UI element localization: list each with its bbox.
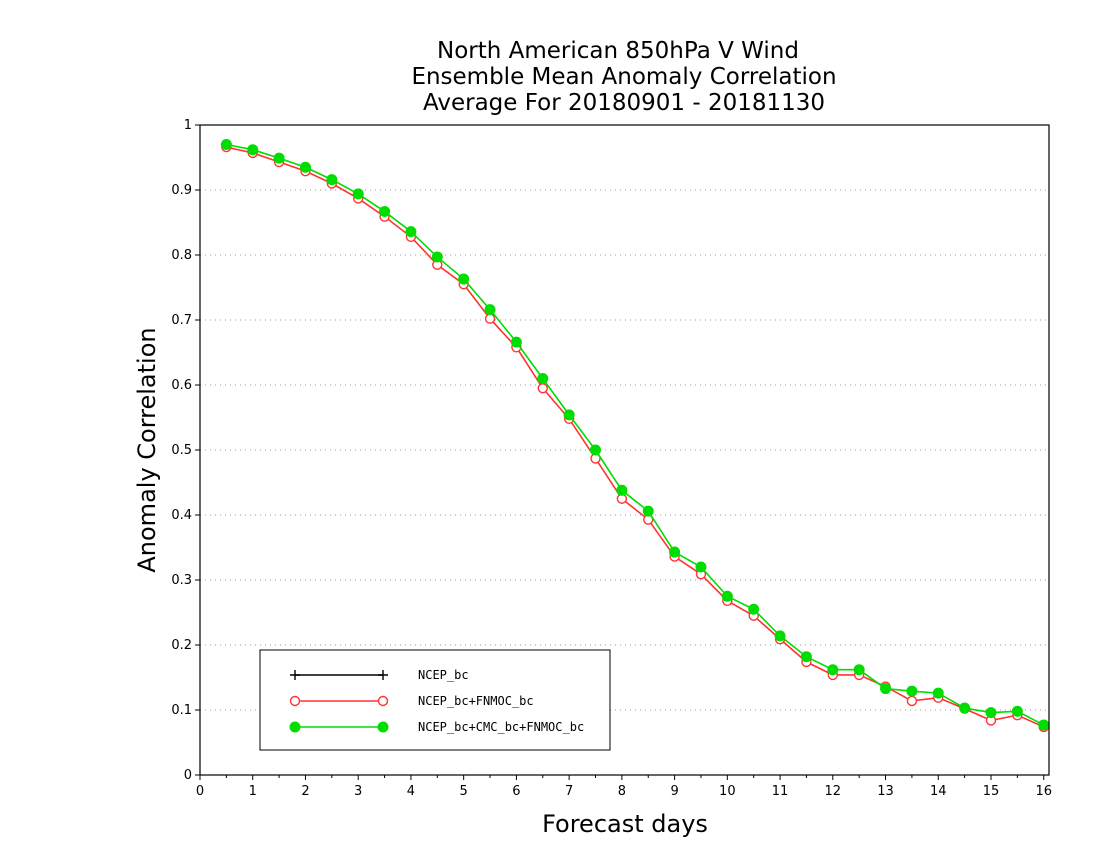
series-2-point xyxy=(220,139,232,150)
series-1-point xyxy=(484,313,496,324)
series-2-point xyxy=(669,546,681,558)
series-1-line xyxy=(226,146,1045,728)
series-2-point xyxy=(616,484,628,496)
y-tick-label: 0.1 xyxy=(171,703,192,718)
chart-title-line-2: Ensemble Mean Anomaly Correlation xyxy=(411,64,836,90)
chart-title-line-1: North American 850hPa V Wind xyxy=(437,38,799,64)
x-tick-label: 15 xyxy=(983,784,1000,799)
x-tick-label: 5 xyxy=(460,784,468,799)
series-2-point xyxy=(299,161,311,173)
legend-entry-1-point xyxy=(377,695,389,707)
x-tick-label: 7 xyxy=(565,784,573,799)
series-2-point xyxy=(458,273,470,285)
y-tick-label: 0.2 xyxy=(171,638,192,653)
legend-entry-0-label: NCEP_bc xyxy=(418,668,469,682)
series-2-point xyxy=(721,590,733,602)
series-2-point xyxy=(959,702,971,714)
x-tick-label: 1 xyxy=(249,784,257,799)
legend-entry-2-point xyxy=(289,721,301,733)
series-2-point xyxy=(932,687,944,699)
series-2-point xyxy=(642,505,654,517)
series-2-point xyxy=(1011,705,1023,717)
y-tick-label: 0.3 xyxy=(171,573,192,588)
series-2-point xyxy=(563,409,575,421)
legend-entry-1-point xyxy=(289,695,301,707)
series-2-point xyxy=(537,373,549,384)
x-tick-label: 13 xyxy=(877,784,894,799)
x-tick-label: 12 xyxy=(825,784,842,799)
series-2-point xyxy=(880,683,892,695)
series-layer xyxy=(220,139,1050,733)
x-tick-label: 6 xyxy=(512,784,520,799)
legend-entry-1-label: NCEP_bc+FNMOC_bc xyxy=(418,694,534,708)
series-2-point xyxy=(326,174,338,186)
plot-frame xyxy=(199,124,1050,776)
series-2-line xyxy=(226,143,1045,726)
y-tick-label: 0.5 xyxy=(171,443,192,458)
x-tick-label: 4 xyxy=(407,784,415,799)
series-2-point xyxy=(906,685,918,697)
y-tick-label: 0 xyxy=(184,768,192,783)
axis-ticks: 00.10.20.30.40.50.60.70.80.910 1 2 3 4 5 6 7 8 9 1… xyxy=(171,118,1052,799)
series-2-point xyxy=(352,188,364,200)
series-2-point xyxy=(589,444,601,456)
y-axis-title: Anomaly Correlation xyxy=(133,327,161,572)
x-tick-label: 3 xyxy=(354,784,362,799)
legend-entry-2-label: NCEP_bc+CMC_bc+FNMOC_bc xyxy=(418,720,584,734)
x-axis-title: Forecast days xyxy=(542,810,708,838)
series-2-point xyxy=(748,603,760,615)
legend: NCEP_bc NCEP_bc+FNMOC_bc NCEP_bc+CMC_bc+FN… xyxy=(259,649,611,751)
legend-entry-0-point xyxy=(378,670,388,680)
legend-entry-2-point xyxy=(377,721,389,733)
x-tick-label: 14 xyxy=(930,784,947,799)
series-2-point xyxy=(431,251,443,263)
x-tick-label: 8 xyxy=(618,784,626,799)
y-tick-label: 0.7 xyxy=(171,313,192,328)
y-tick-label: 0.6 xyxy=(171,378,192,393)
y-tick-label: 0.8 xyxy=(171,248,192,263)
series-1-point xyxy=(537,383,548,394)
series-2-point xyxy=(247,144,259,156)
series-2-point xyxy=(1038,719,1050,731)
y-tick-label: 1 xyxy=(184,118,192,133)
chart-title-line-3: Average For 20180901 - 20181130 xyxy=(423,90,825,116)
legend-box xyxy=(259,649,611,751)
series-2-point xyxy=(273,152,285,164)
x-tick-label: 16 xyxy=(1035,784,1052,799)
series-2-point xyxy=(510,336,522,348)
series-2-point xyxy=(405,226,417,238)
x-tick-label: 11 xyxy=(772,784,789,799)
series-2-point xyxy=(827,664,839,676)
series-2-point xyxy=(985,707,997,719)
y-tick-label: 0.9 xyxy=(171,183,192,198)
series-1-point xyxy=(906,695,918,707)
series-2-point xyxy=(695,561,707,573)
series-2-point xyxy=(484,304,496,316)
series-2-point xyxy=(853,664,865,676)
grid-lines xyxy=(200,189,1049,711)
series-2-point xyxy=(774,630,786,642)
series-2-point xyxy=(800,651,812,663)
y-tick-label: 0.4 xyxy=(171,508,192,523)
series-2-point xyxy=(379,205,391,217)
x-tick-label: 0 xyxy=(196,784,204,799)
legend-entry-0-point xyxy=(290,670,300,680)
x-tick-label: 9 xyxy=(670,784,678,799)
x-tick-label: 2 xyxy=(301,784,309,799)
x-tick-label: 10 xyxy=(719,784,736,799)
